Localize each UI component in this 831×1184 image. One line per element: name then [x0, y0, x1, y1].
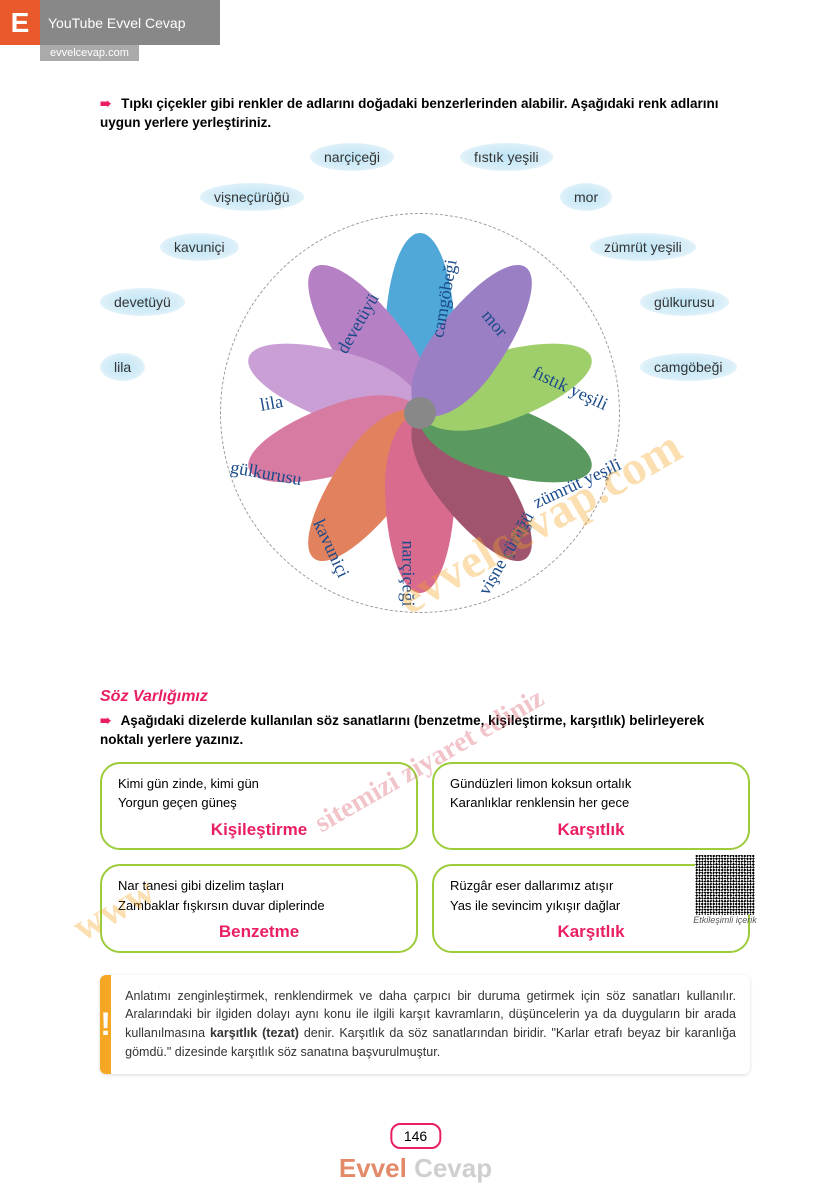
verse-line: Zambaklar fışkırsın duvar diplerinde: [118, 896, 400, 916]
verse-line: Gündüzleri limon koksun ortalık: [450, 774, 732, 794]
verse-answer: Kişileştirme: [118, 817, 400, 843]
verse-line: Kimi gün zinde, kimi gün: [118, 774, 400, 794]
verse-answer: Benzetme: [118, 919, 400, 945]
exclamation-icon: !: [100, 975, 111, 1074]
verse-box-2: Gündüzleri limon koksun ortalık Karanlık…: [432, 762, 750, 851]
flower-diagram: narçiçeği fıstık yeşili vişneçürüğü mor kavu…: [100, 143, 720, 673]
color-cloud-3: mor: [560, 183, 612, 211]
footer-part1: Evvel: [339, 1153, 407, 1183]
domain-bar: evvelcevap.com: [40, 45, 139, 61]
color-cloud-2: vişneçürüğü: [200, 183, 304, 211]
verse-line: Yorgun geçen güneş: [118, 793, 400, 813]
section2-title: Söz Varlığımız: [100, 688, 750, 706]
color-cloud-7: gülkurusu: [640, 288, 729, 316]
color-cloud-4: kavuniçi: [160, 233, 239, 261]
verse-box-1: Kimi gün zinde, kimi gün Yorgun geçen gü…: [100, 762, 418, 851]
flower-center: [404, 397, 436, 429]
page-content: ➠ Tıpkı çiçekler gibi renkler de adların…: [100, 95, 750, 1074]
color-cloud-8: lila: [100, 353, 145, 381]
task1-text: Tıpkı çiçekler gibi renkler de adlarını …: [100, 96, 719, 130]
verse-line: Nar tanesi gibi dizelim taşları: [118, 876, 400, 896]
qr-block: Etkileşimli içerik: [690, 855, 760, 925]
info-box: ! Anlatımı zenginleştirmek, renklendirme…: [100, 975, 750, 1074]
color-cloud-9: camgöbeği: [640, 353, 737, 381]
e-badge: E: [0, 0, 40, 45]
verse-grid: Kimi gün zinde, kimi gün Yorgun geçen gü…: [100, 762, 750, 953]
color-cloud-5: zümrüt yeşili: [590, 233, 696, 261]
verse-line: Karanlıklar renklensin her gece: [450, 793, 732, 813]
qr-code-icon: [695, 855, 755, 915]
footer-brand: Evvel Cevap: [339, 1153, 492, 1184]
color-cloud-6: devetüyü: [100, 288, 185, 316]
task1-instruction: ➠ Tıpkı çiçekler gibi renkler de adların…: [100, 95, 750, 133]
color-cloud-0: narçiçeği: [310, 143, 394, 171]
info-text: Anlatımı zenginleştirmek, renklendirmek …: [111, 975, 750, 1074]
top-banner: E YouTube Evvel Cevap: [0, 0, 220, 45]
verse-answer: Karşıtlık: [450, 817, 732, 843]
footer-part2: Cevap: [407, 1153, 492, 1183]
task2-instruction: ➠ Aşağıdaki dizelerde kullanılan söz san…: [100, 712, 750, 750]
arrow-icon: ➠: [100, 713, 111, 728]
qr-label: Etkileşimli içerik: [690, 915, 760, 925]
info-text-bold: karşıtlık (tezat): [210, 1026, 299, 1040]
verse-box-3: Nar tanesi gibi dizelim taşları Zambakla…: [100, 864, 418, 953]
petal-label-2: lila: [258, 391, 284, 416]
task2-text: Aşağıdaki dizelerde kullanılan söz sanat…: [100, 713, 704, 747]
arrow-icon: ➠: [100, 96, 111, 111]
page-number: 146: [390, 1123, 441, 1149]
petal-label-5: narçiçeği: [397, 540, 418, 606]
youtube-label: YouTube Evvel Cevap: [40, 15, 186, 31]
color-cloud-1: fıstık yeşili: [460, 143, 553, 171]
